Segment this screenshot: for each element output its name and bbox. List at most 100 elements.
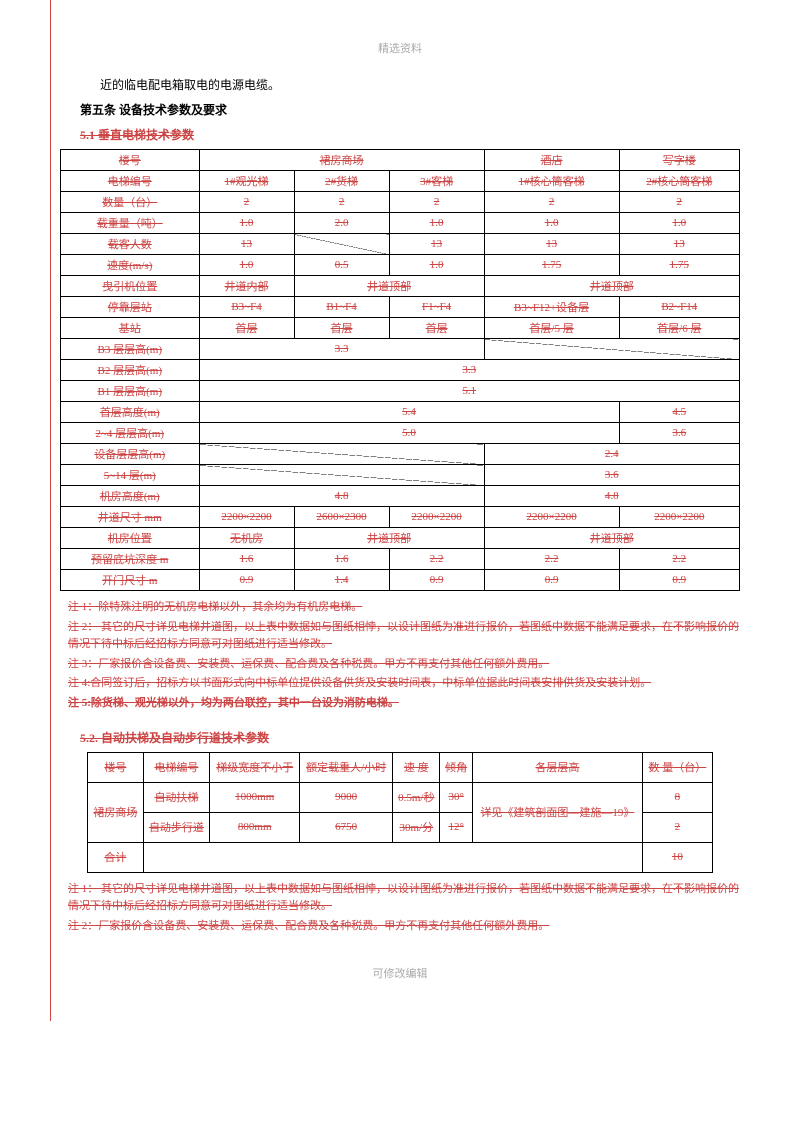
- cell: 0.9: [484, 570, 619, 591]
- note-3: 注 3：厂家报价含设备费、安装费、运保费、配合费及各种税费。甲方不再支付其他任何…: [68, 656, 740, 674]
- cell-diag: [199, 444, 484, 465]
- cell: 0.9: [619, 570, 739, 591]
- note2-2: 注 2：厂家报价含设备费、安装费、运保费、配合费及各种税费。甲方不再支付其他任何…: [68, 918, 740, 936]
- cell: 井道顶部: [294, 276, 484, 297]
- cell: 首层: [389, 318, 484, 339]
- row-label: B1 层层高(m): [61, 381, 200, 402]
- cell: 2: [199, 192, 294, 213]
- cell: 2200×2200: [389, 507, 484, 528]
- cell: 1.75: [484, 255, 619, 276]
- th: 额定载重人/小时: [300, 752, 393, 782]
- cell: 1.75: [619, 255, 739, 276]
- table-5-1: 楼号 裙房商场 酒店 写字楼 电梯编号 1#观光梯 2#货梯 3#客梯 1#核心…: [60, 149, 740, 591]
- row-label: B3 层层高(m): [61, 339, 200, 360]
- cell: 井道顶部: [484, 276, 739, 297]
- row-label: 2~4 层层高(m): [61, 423, 200, 444]
- th: 各层层高: [472, 752, 642, 782]
- cell: 6750: [300, 812, 393, 842]
- cell: 2.2: [484, 549, 619, 570]
- cell: 0.9: [199, 570, 294, 591]
- cell: 1.6: [199, 549, 294, 570]
- cell: 3.6: [484, 465, 739, 486]
- cell: 首层: [199, 318, 294, 339]
- note-5: 注 5:除货梯、观光梯以外，均为两台联控，其中一台设为消防电梯。: [68, 695, 740, 713]
- note-4: 注 4:合同签订后，招标方以书面形式向中标单位提供设备供货及安装时间表，中标单位…: [68, 675, 740, 693]
- cell: 2.4: [484, 444, 739, 465]
- th-hotel: 酒店: [484, 150, 619, 171]
- th-office: 写字楼: [619, 150, 739, 171]
- cell: 井道顶部: [484, 528, 739, 549]
- cell: 2#核心筒客梯: [619, 171, 739, 192]
- cell: 2200×2200: [484, 507, 619, 528]
- cell: 0.5: [294, 255, 389, 276]
- note-2: 注 2： 其它的尺寸详见电梯井道图，以上表中数据如与图纸相悖，以设计图纸为准进行…: [68, 619, 740, 654]
- cell: 5.1: [199, 381, 739, 402]
- cell: 1.0: [484, 213, 619, 234]
- cell: B1~F4: [294, 297, 389, 318]
- th: 速 度: [393, 752, 440, 782]
- table-5-2: 楼号 电梯编号 梯级宽度不小于 额定载重人/小时 速 度 倾角 各层层高 数 量…: [87, 752, 713, 873]
- cell: 2600×2300: [294, 507, 389, 528]
- cell: 4.8: [199, 486, 484, 507]
- cell: 1.0: [199, 255, 294, 276]
- margin-line: [50, 0, 51, 1021]
- cell-diag: [199, 465, 484, 486]
- cell: 2.2: [619, 549, 739, 570]
- note2-1: 注 1： 其它的尺寸详见电梯井道图，以上表中数据如与图纸相悖，以设计图纸为准进行…: [68, 881, 740, 916]
- th: 数 量（台）: [643, 752, 713, 782]
- cell: 4.5: [619, 402, 739, 423]
- cell: 3.6: [619, 423, 739, 444]
- th: 梯级宽度不小于: [210, 752, 300, 782]
- cell: B3~F4: [199, 297, 294, 318]
- cell: 2: [484, 192, 619, 213]
- cell: 首层/5 层: [484, 318, 619, 339]
- cell: 1.0: [619, 213, 739, 234]
- row-label: 预留底坑深度 m: [61, 549, 200, 570]
- row-label: B2 层层高(m): [61, 360, 200, 381]
- cell: 井道内部: [199, 276, 294, 297]
- row-label: 停靠层站: [61, 297, 200, 318]
- cell: 1.0: [389, 213, 484, 234]
- th: 倾角: [440, 752, 472, 782]
- note-1: 注 1：除特殊注明的无机房电梯以外，其余均为有机房电梯。: [68, 599, 740, 617]
- cell: B2~F14: [619, 297, 739, 318]
- cell: 0.5m/秒: [393, 782, 440, 812]
- cell: 5.0: [199, 423, 619, 444]
- row-label: 数量（台）: [61, 192, 200, 213]
- cell: 1.4: [294, 570, 389, 591]
- row-label: 5~14 层(m): [61, 465, 200, 486]
- cell: 12°: [440, 812, 472, 842]
- row-label: 曳引机位置: [61, 276, 200, 297]
- cell: 13: [484, 234, 619, 255]
- cell: 3#客梯: [389, 171, 484, 192]
- cell: 1000mm: [210, 782, 300, 812]
- cell: 1.0: [389, 255, 484, 276]
- cell: 井道顶部: [294, 528, 484, 549]
- cell: 2200×2200: [619, 507, 739, 528]
- cell: 1#观光梯: [199, 171, 294, 192]
- cell: 2: [294, 192, 389, 213]
- cell: 首层: [294, 318, 389, 339]
- th: 电梯编号: [143, 752, 210, 782]
- cell: 3.3: [199, 339, 484, 360]
- cell: 800mm: [210, 812, 300, 842]
- row-label: 井道尺寸 mm: [61, 507, 200, 528]
- row-label: 速度(m/s): [61, 255, 200, 276]
- cell: B3~F12+设备层: [484, 297, 619, 318]
- cell: 无机房: [199, 528, 294, 549]
- cell: 2: [619, 192, 739, 213]
- cell: 1.6: [294, 549, 389, 570]
- cell: 5.4: [199, 402, 619, 423]
- row-label: 机房位置: [61, 528, 200, 549]
- row-label: 机房高度(m): [61, 486, 200, 507]
- th-podium: 裙房商场: [199, 150, 484, 171]
- cell: 合计: [88, 842, 143, 872]
- cell: 10: [643, 842, 713, 872]
- cell-diag: [484, 339, 739, 360]
- row-label: 首层高度(m): [61, 402, 200, 423]
- th: 楼号: [88, 752, 143, 782]
- cell: 30m/分: [393, 812, 440, 842]
- cell: 2200×2200: [199, 507, 294, 528]
- cell: F1~F4: [389, 297, 484, 318]
- cell: 2.2: [389, 549, 484, 570]
